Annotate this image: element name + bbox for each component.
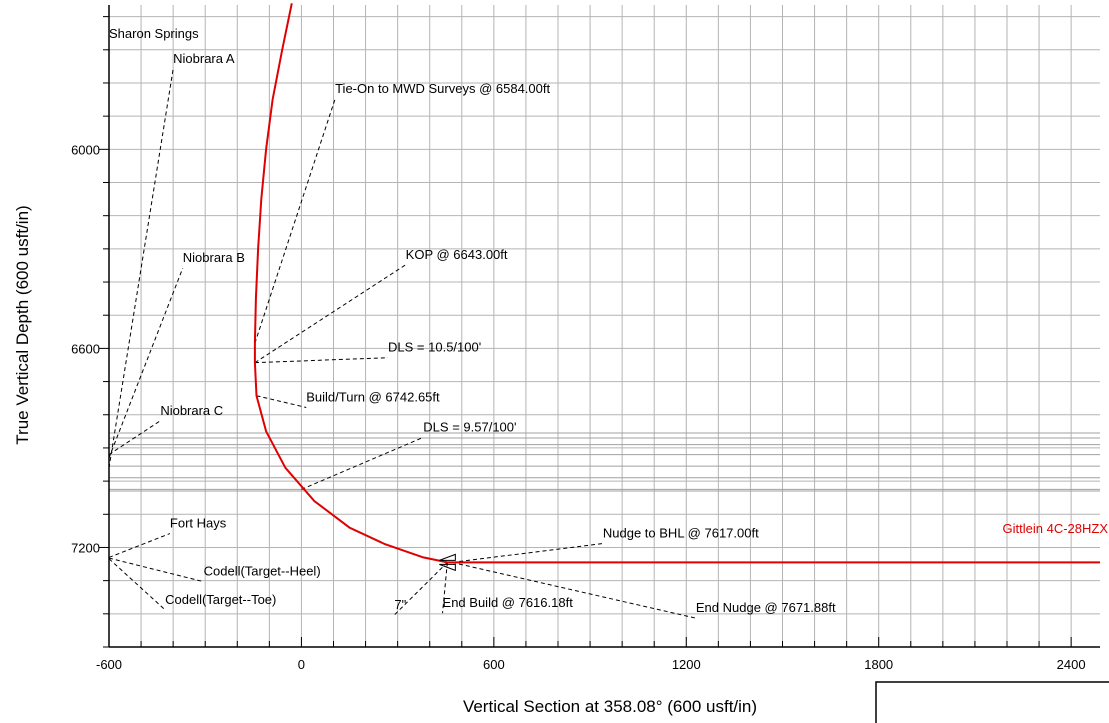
survey-annotation-label: End Nudge @ 7671.88ft [696,600,836,615]
formation-leader-line [108,420,161,455]
formation-label: Fort Hays [170,516,227,531]
survey-annotation-leader-line [301,436,424,490]
ticks: -600 0 600 1200 1800 2400 6000 6600 7200 [71,16,1086,672]
survey-annotation-label: Tie-On to MWD Surveys @ 6584.00ft [335,81,550,96]
formation-top-lines [109,432,1100,492]
formation-leader-line [108,533,171,558]
y-tick-label: 6000 [71,142,100,157]
survey-annotation-leader-line [394,562,448,616]
y-tick-label: 6600 [71,341,100,356]
survey-annotation-leader-line [254,357,389,364]
survey-annotation-leader-line [254,264,406,364]
legend-box-edge [875,681,1109,723]
y-axis-title: True Vertical Depth (600 usft/in) [13,205,32,444]
x-tick-label: 2400 [1057,657,1086,672]
survey-annotation-leader-line [254,98,336,344]
formation-label: Niobrara C [160,403,223,418]
formation-leader-line [108,557,204,583]
annotation-leaders [108,44,697,619]
annotation-labels: Gittlein 4C-28HZX Sharon Springs Niobrara … [109,26,1108,615]
casing-marker-icon [439,553,456,561]
well-path-series [253,3,1100,572]
x-tick-label: 1200 [672,657,701,672]
x-tick-label: 1800 [864,657,893,672]
survey-annotation-leader-line [452,543,603,563]
formation-label: Niobrara A [173,51,235,66]
grid [109,5,1100,648]
casing-marker-icon [439,563,456,572]
formation-label: Codell(Target--Heel) [204,564,321,579]
survey-annotation-leader-line [256,395,307,408]
formation-leader-line [108,558,166,611]
formation-label: Sharon Springs [109,26,199,41]
survey-annotation-label: End Build @ 7616.18ft [443,595,574,610]
series-label: Gittlein 4C-28HZX [1003,521,1109,536]
x-tick-label: -600 [96,657,122,672]
survey-annotation-label: 7" [394,597,406,612]
survey-annotation-leader-line [442,562,448,614]
y-tick-label: 7200 [71,540,100,555]
x-tick-label: 600 [483,657,505,672]
x-axis-title: Vertical Section at 358.08° (600 usft/in… [463,697,757,716]
well-path-line [253,3,1100,564]
survey-annotation-label: Build/Turn @ 6742.65ft [306,389,440,404]
survey-annotation-label: KOP @ 6643.00ft [406,247,508,262]
x-tick-label: 0 [298,657,305,672]
survey-annotation-label: Nudge to BHL @ 7617.00ft [603,526,759,541]
survey-annotation-label: DLS = 9.57/100' [423,419,516,434]
formation-leader-line [108,68,174,468]
survey-annotation-label: DLS = 10.5/100' [388,340,481,355]
formation-leader-line [108,267,184,459]
formation-label: Codell(Target--Toe) [165,592,276,607]
axes [108,5,1100,648]
formation-label: Niobrara B [183,250,245,265]
